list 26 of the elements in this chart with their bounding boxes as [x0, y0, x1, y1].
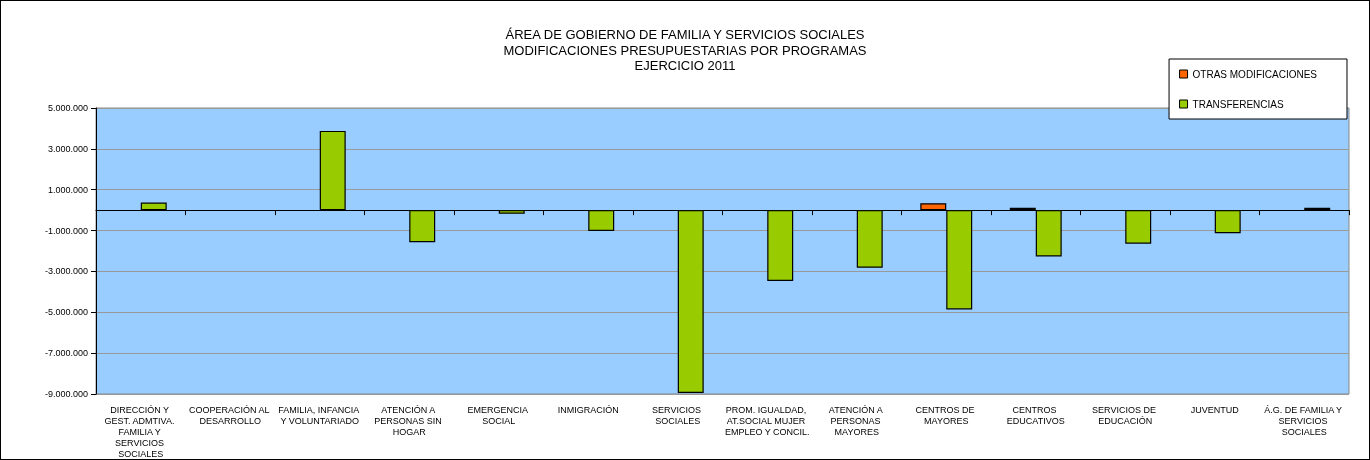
x-tick-label: CENTROS DE MAYORES [915, 404, 978, 426]
y-tick-label: 3.000.000 [47, 143, 88, 154]
x-tick-label: DIRECCIÓN Y GEST. ADMTIVA. FAMILIA Y SERVICIOS SOCIALES [104, 404, 177, 459]
y-tick-label: 1.000.000 [47, 184, 88, 195]
x-tick-label: EMERGENCIA SOCIAL [467, 404, 531, 426]
x-tick-label: ATENCIÓN A PERSONAS SIN HOGAR [374, 404, 445, 437]
chart-title: ÁREA DE GOBIERNO DE FAMILIA Y SERVICIOS SOCIALES [505, 27, 865, 42]
chart-subtitle: MODIFICACIONES PRESUPUESTARIAS POR PROGRAMAS EJERCICIO 2011 [503, 43, 867, 73]
y-tick-label: 5.000.000 [47, 103, 88, 113]
x-tick-label: FAMILIA, INFANCIA Y VOLUNTARIADO [278, 404, 362, 426]
x-tick-label: SERVICIOS DE EDUCACIÓN [1092, 404, 1159, 426]
y-tick-label: -9.000.000 [44, 389, 88, 399]
x-tick-label: Á.G. DE FAMILIA Y SERVICIOS SOCIALES [1264, 404, 1345, 437]
x-tick-label: JUVENTUD [1190, 404, 1240, 415]
x-tick-label: SERVICIOS SOCIALES [652, 404, 704, 426]
x-tick-label: INMIGRACIÓN [557, 404, 619, 415]
y-tick-label: -3.000.000 [44, 266, 88, 277]
y-tick-label: -5.000.000 [44, 307, 88, 318]
y-tick-label: -7.000.000 [44, 348, 88, 359]
x-tick-label: ATENCIÓN A PERSONAS MAYORES [828, 404, 885, 437]
legend-label: TRANSFERENCIAS [1192, 98, 1284, 110]
x-tick-label: CENTROS EDUCATIVOS [1006, 404, 1065, 426]
y-tick-label: -1.000.000 [44, 225, 88, 236]
x-tick-label: COOPERACIÓN AL DESARROLLO [188, 404, 272, 426]
x-tick-label: PROM. IGUALDAD, AT.SOCIAL MUJER EMPLEO Y CONCIL. [724, 404, 810, 437]
legend-label: OTRAS MODIFICACIONES [1192, 68, 1318, 80]
